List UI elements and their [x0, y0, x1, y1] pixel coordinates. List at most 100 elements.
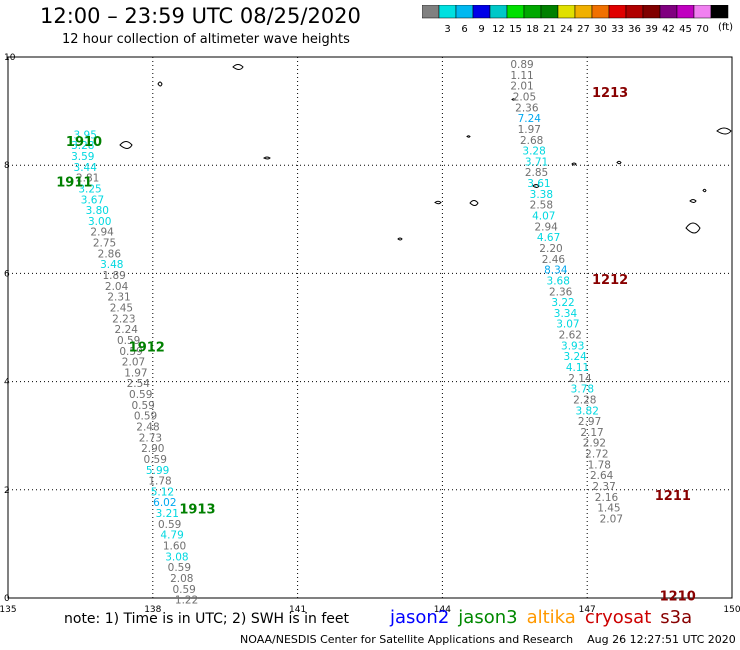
- swh-value-label: 3.25: [78, 183, 101, 195]
- swh-value-label: 2.08: [170, 573, 193, 585]
- swh-value-label: 2.24: [115, 324, 139, 336]
- swh-value-label: 2.94: [534, 221, 558, 233]
- page-title: 12:00 – 23:59 UTC 08/25/2020: [40, 4, 361, 28]
- track-time-label: 1912: [129, 340, 165, 355]
- swh-value-label: 6.02: [153, 497, 176, 509]
- swh-value-label: 2.64: [590, 470, 614, 482]
- swh-value-label: 3.93: [561, 340, 584, 352]
- y-tick-label: 8: [4, 161, 10, 171]
- swh-value-label: 4.07: [532, 211, 555, 223]
- island-outline: [119, 141, 133, 149]
- legend-level: 30: [594, 24, 607, 35]
- y-tick-label: 0: [4, 594, 10, 604]
- swh-value-label: 8.34: [544, 265, 568, 277]
- x-tick-label: 147: [579, 605, 596, 615]
- legend-level: 33: [611, 24, 624, 35]
- swh-value-label: 1.97: [518, 124, 541, 136]
- legend-level: 12: [492, 24, 505, 35]
- color-scale-legend: 3 6 9 12 15 18 21 24 27 30 33 36 39 42 45 70: [422, 5, 729, 35]
- swh-value-label: 2.73: [139, 432, 162, 444]
- swh-value-label: 2.01: [510, 81, 533, 93]
- sensor-legend: jason2 jason3 altika cryosat s3a: [390, 607, 701, 628]
- x-tick-label: 144: [434, 605, 451, 615]
- island-outline: [157, 81, 163, 87]
- island-outline: [434, 200, 442, 205]
- x-tick-label: 141: [289, 605, 306, 615]
- swh-value-label: 1.97: [124, 367, 147, 379]
- legend-unit: (ft): [718, 22, 734, 33]
- swh-value-label: 3.44: [74, 162, 98, 174]
- swh-value-label: 3.78: [571, 384, 594, 396]
- swh-value-label: 0.59: [134, 411, 157, 423]
- swh-value-label: 1.78: [148, 476, 171, 488]
- swh-value-label: 2.85: [525, 167, 548, 179]
- swh-value-label: 2.04: [105, 281, 129, 293]
- swh-value-label: 3.95: [74, 129, 97, 141]
- island-outline: [571, 162, 577, 166]
- swh-value-label: 2.86: [98, 248, 122, 260]
- island-outline: [469, 200, 479, 206]
- legend-level: 9: [478, 24, 484, 35]
- swh-value-label: 3.22: [551, 297, 574, 309]
- swh-value-label: 3.71: [525, 156, 548, 168]
- swh-value-label: 5.12: [151, 486, 174, 498]
- swh-value-label: 2.94: [90, 227, 114, 239]
- y-tick-label: 10: [4, 53, 16, 63]
- track-time-label: 1911: [56, 175, 92, 190]
- swh-value-label: 2.28: [573, 394, 596, 406]
- x-tick-label: 135: [0, 605, 17, 615]
- swh-value-label: 2.92: [583, 438, 606, 450]
- swh-value-label: 2.46: [542, 254, 566, 266]
- swh-value-label: 2.14: [568, 373, 592, 385]
- x-tick-label: 150: [723, 605, 740, 615]
- swh-value-label: 2.68: [520, 135, 543, 147]
- swh-value-label: 3.28: [522, 146, 545, 158]
- legend-level: 18: [526, 24, 539, 35]
- swh-value-label: 2.54: [127, 378, 151, 390]
- swh-value-label: 3.07: [556, 319, 579, 331]
- legend-level: 70: [696, 24, 709, 35]
- legend-level: 6: [461, 24, 467, 35]
- swh-value-label: 3.28: [71, 140, 94, 152]
- swh-value-label: 3.80: [86, 205, 109, 217]
- swh-value-label: 2.31: [107, 292, 130, 304]
- swh-value-label: 3.68: [547, 275, 570, 287]
- swh-value-label: 3.61: [527, 178, 550, 190]
- swh-value-label: 0.59: [119, 346, 142, 358]
- y-tick-label: 6: [4, 269, 10, 279]
- swh-value-label: 3.24: [563, 351, 587, 363]
- swh-value-label: 2.16: [595, 492, 619, 504]
- legend-level: 42: [662, 24, 675, 35]
- track-time-label: 1213: [592, 86, 628, 101]
- swh-value-label: 3.00: [88, 216, 111, 228]
- island-outline: [232, 64, 244, 70]
- legend-level: 36: [628, 24, 641, 35]
- swh-value-label: 2.07: [122, 357, 145, 369]
- swh-value-label: 3.82: [576, 405, 599, 417]
- island-outline: [263, 156, 271, 160]
- sensor-altika: altika: [526, 607, 576, 628]
- sensor-jason3: jason3: [458, 607, 518, 628]
- sensor-cryosat: cryosat: [584, 607, 652, 628]
- legend-level: 27: [577, 24, 590, 35]
- x-tick-label: 138: [144, 605, 161, 615]
- island-outline: [702, 188, 707, 193]
- swh-value-label: 3.38: [530, 189, 553, 201]
- swh-value-label: 2.17: [580, 427, 603, 439]
- swh-value-label: 0.59: [117, 335, 140, 347]
- swh-value-label: 3.08: [165, 551, 188, 563]
- swh-value-label: 0.59: [168, 562, 191, 574]
- legend-level: 3: [444, 24, 450, 35]
- sensor-s3a: s3a: [660, 607, 693, 628]
- swh-value-label: 2.48: [136, 422, 159, 434]
- swh-value-label: 0.59: [129, 389, 152, 401]
- island-outline: [466, 135, 471, 138]
- swh-value-label: 0.59: [144, 454, 167, 466]
- note-text: note: 1) Time is in UTC; 2) SWH is in fe…: [64, 611, 350, 627]
- swh-value-label: 2.45: [110, 302, 133, 314]
- swh-value-label: 4.67: [537, 232, 560, 244]
- sensor-jason2: jason2: [390, 607, 450, 628]
- swh-value-label: 1.45: [597, 503, 620, 515]
- swh-value-label: 0.59: [172, 584, 195, 596]
